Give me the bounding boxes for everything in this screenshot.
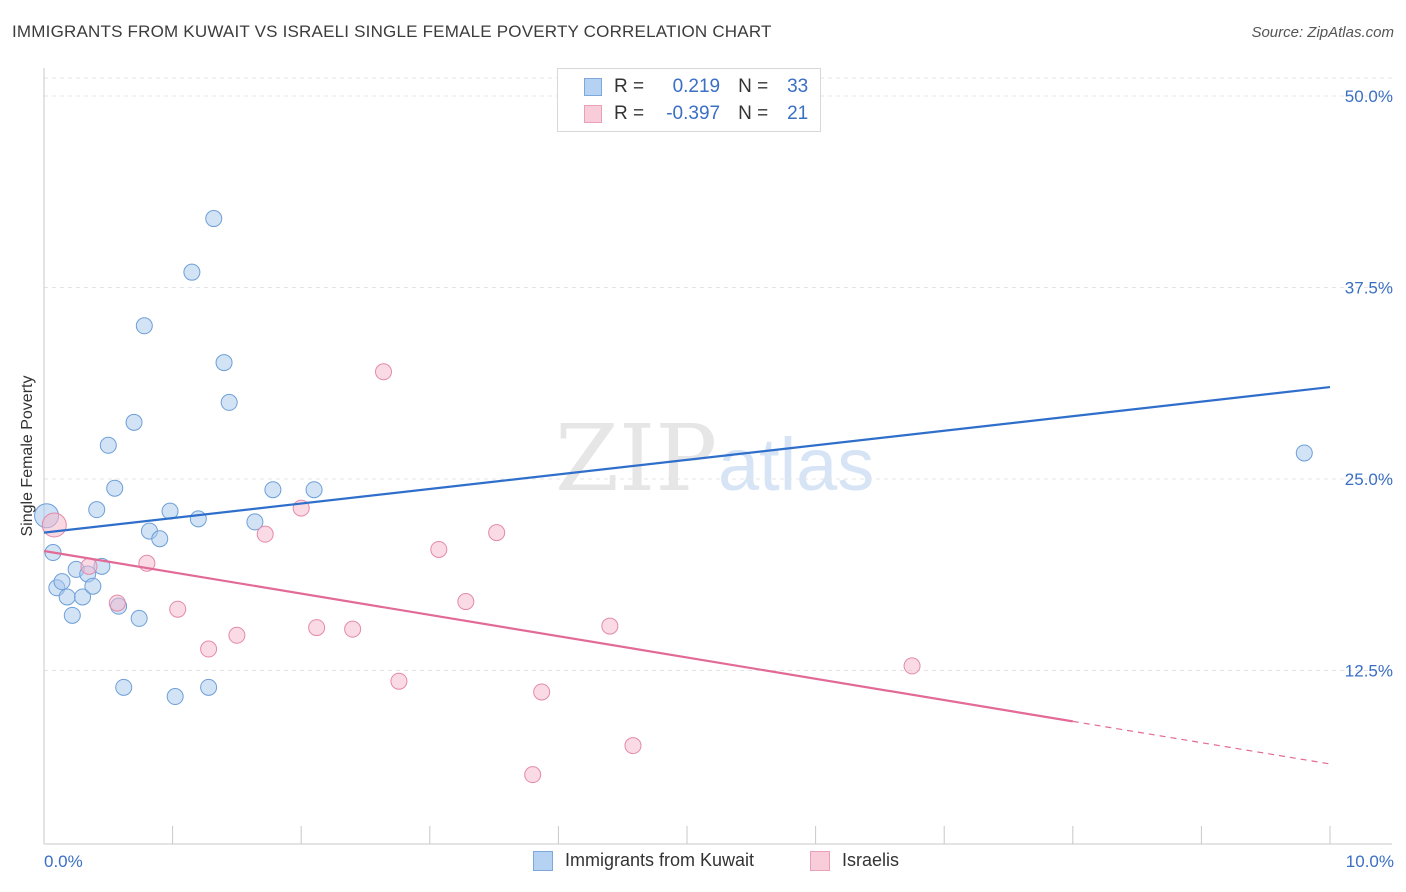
y-tick-label: 25.0% [1345,470,1393,489]
legend-r-label: R = [614,76,645,97]
legend-swatch-kuwait [584,78,602,96]
legend-r-value-kuwait: 0.219 [672,76,721,97]
kuwait-point [135,317,153,335]
x-tick-min: 0.0% [44,852,83,871]
kuwait-point [220,393,238,411]
israelis-point [256,525,274,543]
bottom-legend-israelis: Israelis [810,850,899,871]
kuwait-point [166,688,184,706]
y-tick-label: 12.5% [1345,662,1393,681]
bottom-legend-kuwait: Immigrants from Kuwait [533,850,754,871]
israelis-point [308,619,326,637]
kuwait-point [63,606,81,624]
israelis-point [533,683,551,701]
israelis-point [108,594,126,612]
kuwait-point [151,530,169,548]
israelis-point [601,617,619,635]
legend-n-value-israelis: 21 [787,103,809,124]
kuwait-point [183,263,201,281]
israelis-point [169,600,187,618]
israelis-point [524,766,542,784]
bottom-legend-label-kuwait: Immigrants from Kuwait [565,850,755,870]
kuwait-point [130,609,148,627]
legend-row-israelis: R = -0.397 N = 21 [558,101,808,127]
kuwait-point [205,210,223,228]
kuwait-point [115,678,133,696]
chart-title: IMMIGRANTS FROM KUWAIT VS ISRAELI SINGLE… [12,22,772,41]
israelis-point [903,657,921,675]
kuwait-point [106,479,124,497]
israelis-trend-extension [1072,720,1331,765]
legend-n-label: N = [738,103,769,124]
correlation-legend: R = 0.219 N = 33 R = -0.397 N = 21 [557,68,821,132]
kuwait-point [189,510,207,528]
israelis-point [624,737,642,755]
kuwait-point [99,436,117,454]
kuwait-point [88,501,106,519]
israelis-point [344,620,362,638]
y-tick-label: 37.5% [1345,279,1393,298]
kuwait-point [1295,444,1313,462]
kuwait-trend-line [43,385,1331,534]
legend-row-kuwait: R = 0.219 N = 33 [558,74,808,100]
israelis-point [228,626,246,644]
kuwait-point [125,413,143,431]
kuwait-point [215,354,233,372]
watermark-atlas: atlas [718,423,874,506]
israelis-point [457,593,475,611]
y-tick-label: 50.0% [1345,87,1393,106]
legend-n-value-kuwait: 33 [787,76,809,97]
kuwait-point [58,588,76,606]
source-label: Source: ZipAtlas.com [1251,24,1394,41]
kuwait-point [305,481,323,499]
israelis-point [390,672,408,690]
kuwait-point [53,573,71,591]
x-tick-max: 10.0% [1345,852,1394,871]
legend-r-label: R = [614,103,645,124]
legend-swatch-israelis [584,105,602,123]
israelis-point [488,524,506,542]
legend-r-value-israelis: -0.397 [666,103,721,124]
bottom-legend-label-israelis: Israelis [842,850,900,870]
kuwait-point [264,481,282,499]
bottom-legend-swatch-kuwait [533,850,553,871]
israelis-point [375,363,393,381]
kuwait-point [246,513,264,531]
kuwait-point [200,678,218,696]
israelis-point [80,557,98,575]
israelis-point [200,640,218,658]
legend-n-label: N = [738,76,769,97]
israelis-trend-line [43,549,1073,723]
israelis-point [430,540,448,558]
kuwait-point [84,577,102,595]
bottom-legend-swatch-israelis [810,850,830,871]
kuwait-point [74,588,92,606]
